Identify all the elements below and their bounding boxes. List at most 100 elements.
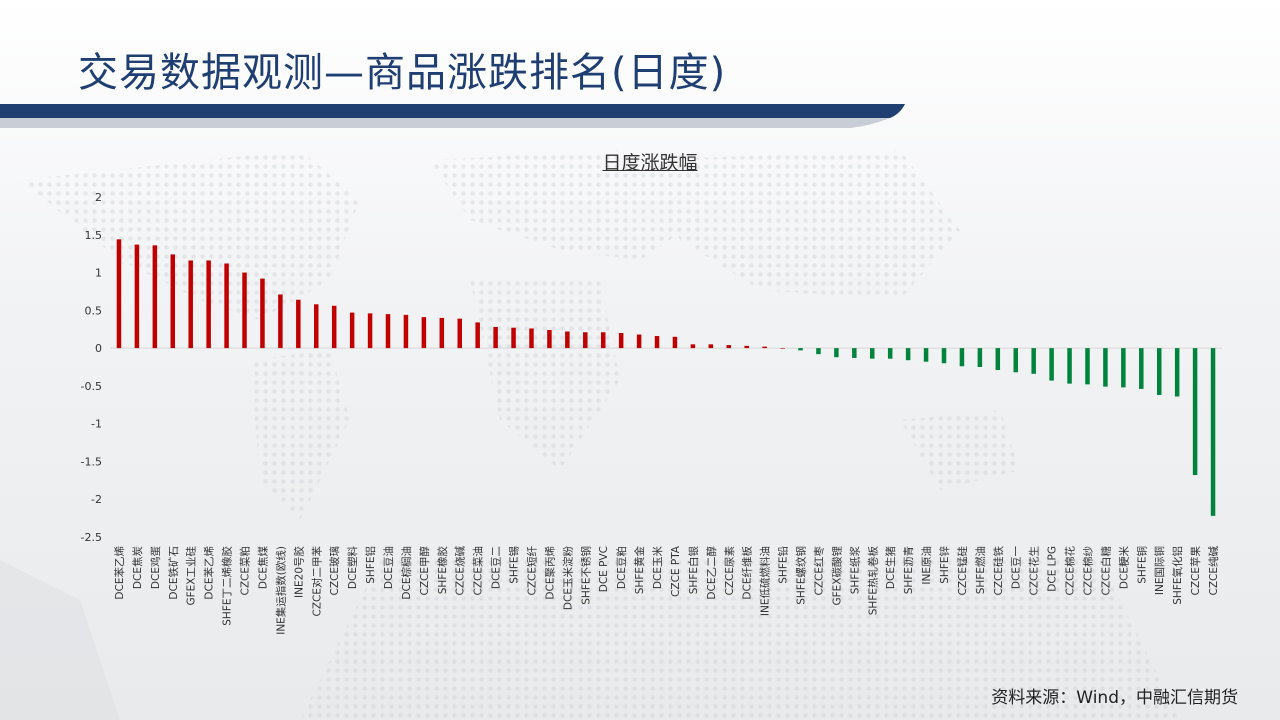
x-tick-label: SHFE纸浆 [848, 546, 861, 595]
x-tick-label: SHFE不锈钢 [579, 546, 592, 605]
bar [887, 348, 893, 359]
x-tick-label: DCE塑料 [346, 546, 359, 590]
bar [1067, 348, 1072, 384]
x-tick-label: CZCE锰硅 [956, 546, 969, 596]
x-tick-label: DCE玉米 [651, 546, 664, 590]
x-tick-label: DCE玉米淀粉 [561, 546, 574, 611]
x-tick-label: GFEX工业硅 [185, 546, 198, 606]
x-tick-label: DCE豆二 [491, 546, 503, 589]
x-tick-label: DCE粳米 [1117, 546, 1130, 590]
x-tick-label: DCE豆粕 [615, 546, 628, 589]
bar [762, 346, 767, 349]
x-tick-label: SHFE氧化铝 [1171, 546, 1184, 605]
x-tick-label: CZCE棉纱 [1081, 546, 1094, 596]
x-tick-label: SHFE燃油 [974, 546, 987, 594]
bar [708, 344, 714, 349]
bar [314, 304, 319, 349]
x-tick-label: DCE豆油 [382, 546, 395, 589]
x-tick-label: DCE生猪 [884, 546, 897, 590]
x-tick-label: SHFE白银 [687, 546, 700, 595]
x-tick-label: GFEX碳酸锂 [830, 546, 843, 606]
bar [367, 313, 373, 349]
x-tick-label: CZCE尿素 [723, 546, 736, 596]
bar [547, 329, 552, 349]
bar [565, 331, 570, 349]
bar [726, 345, 732, 349]
bar [385, 314, 391, 349]
bar [1139, 348, 1144, 389]
x-tick-label: SHFE橡胶 [436, 546, 449, 595]
bar [1210, 348, 1216, 516]
bar [600, 332, 606, 349]
bar [1049, 348, 1054, 381]
bar [439, 317, 445, 349]
bar [1156, 348, 1162, 395]
bar [475, 322, 480, 349]
x-tick-label: INE低硫燃料油 [759, 546, 772, 616]
x-tick-label: CZCE对二甲苯 [310, 546, 323, 617]
bar [816, 348, 821, 355]
bar [583, 332, 588, 349]
x-tick-label: DCE苯乙烯 [203, 546, 216, 600]
x-tick-label: DCE乙二醇 [705, 546, 718, 600]
chart-title: 日度涨跌幅 [602, 152, 698, 174]
bar [349, 312, 355, 349]
bar [421, 317, 427, 349]
x-tick-label: CZCE花生 [1028, 546, 1041, 596]
x-tick-label: CZCE硅铁 [992, 546, 1005, 596]
bar [260, 278, 265, 349]
x-tick-label: CZCE短纤 [525, 546, 538, 596]
bar [1174, 348, 1180, 397]
bar [242, 272, 247, 349]
bar [959, 348, 965, 367]
bar [1085, 348, 1090, 385]
bar [1031, 348, 1036, 374]
y-tick-label: 0 [95, 342, 102, 355]
x-tick-label: DCE焦煤 [256, 546, 269, 590]
x-tick-label: CZCE菜粕 [239, 546, 252, 596]
page-title: 交易数据观测—商品涨跌排名(日度) [78, 50, 727, 96]
x-tick-label: SHFE黄金 [633, 546, 646, 595]
y-tick-label: 0.5 [85, 304, 103, 317]
bar [493, 326, 498, 349]
bar [780, 348, 785, 349]
y-tick-label: -2.5 [81, 531, 102, 544]
bar [905, 348, 911, 361]
bar [224, 263, 229, 349]
bar [834, 348, 839, 358]
x-tick-label: DCE聚丙烯 [543, 546, 556, 600]
x-tick-label: INE原油 [920, 546, 933, 585]
x-tick-label: SHFE铜 [1136, 546, 1148, 584]
bar [529, 328, 534, 349]
x-tick-label: DCE PVC [598, 546, 610, 592]
bar [170, 254, 176, 349]
source-note: 资料来源：Wind，中融汇信期货 [991, 688, 1238, 708]
bar [618, 333, 624, 349]
bar [654, 336, 660, 349]
x-tick-label: DCE LPG [1047, 546, 1059, 592]
y-tick-label: -1.5 [81, 455, 102, 468]
y-tick-label: 1 [95, 267, 102, 280]
bar [995, 348, 1001, 371]
bar [1013, 348, 1018, 373]
x-tick-label: CZCE玻璃 [328, 546, 341, 596]
x-tick-label: SHFE螺纹钢 [795, 546, 808, 605]
x-tick-label: DCE焦炭 [131, 546, 144, 590]
x-tick-label: DCE铁矿石 [167, 546, 180, 600]
x-tick-label: DCE棕榈油 [400, 546, 413, 600]
bar [116, 239, 122, 349]
bar [296, 299, 301, 349]
x-tick-label: CZCE苹果 [1189, 546, 1202, 596]
bar [457, 318, 462, 349]
y-tick-label: -0.5 [81, 380, 102, 393]
x-tick-label: SHFE铝 [364, 546, 377, 584]
x-tick-label: DCE鸡蛋 [149, 546, 162, 590]
bar [870, 348, 875, 359]
x-tick-label: DCE纤维板 [741, 546, 754, 600]
x-tick-label: SHFE热轧卷板 [866, 546, 879, 616]
bar [331, 305, 337, 349]
bar [1192, 348, 1198, 476]
bar [923, 348, 929, 362]
bar [134, 244, 140, 349]
y-tick-label: 2 [95, 191, 102, 204]
